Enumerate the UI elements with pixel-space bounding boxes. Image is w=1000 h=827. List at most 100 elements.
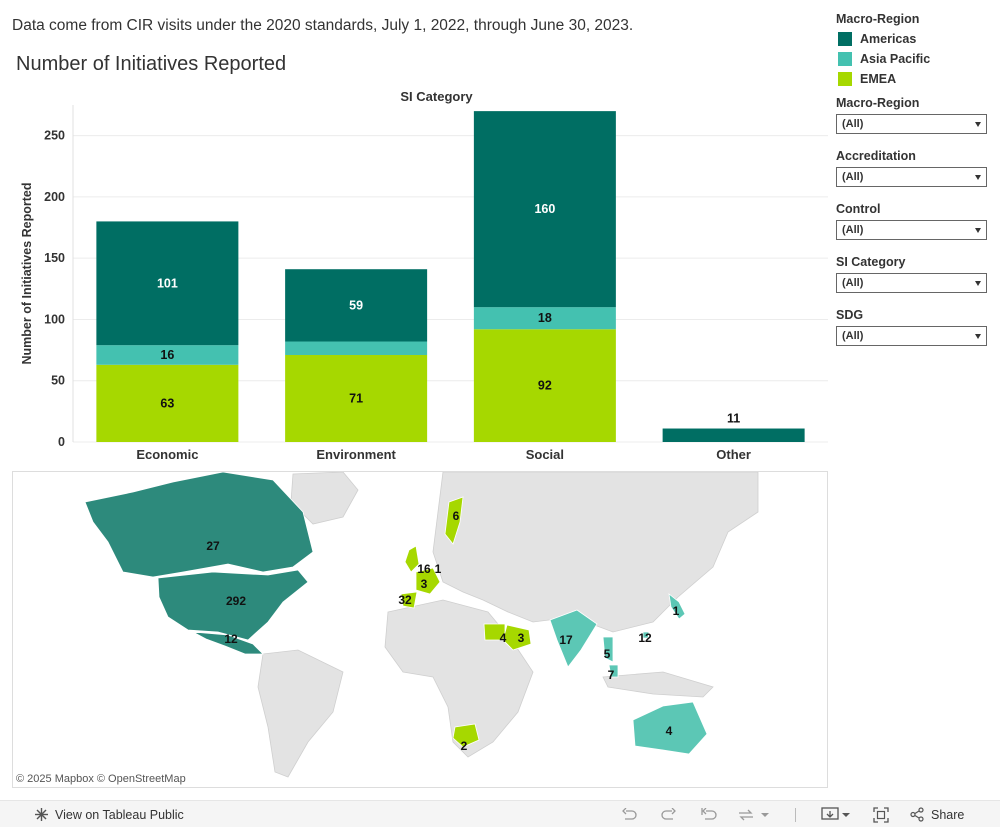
legend-swatch-emea (838, 72, 852, 86)
refresh-icon[interactable] (736, 801, 772, 827)
tableau-toolbar: View on Tableau Public Share (0, 800, 1000, 827)
view-on-tableau-public-label: View on Tableau Public (55, 807, 184, 822)
legend-swatch-asia-pacific (838, 52, 852, 66)
map-region-thailand (602, 636, 614, 663)
map-region-sweden (444, 496, 464, 545)
data-label: 11 (727, 412, 740, 426)
map-label-sweden: 6 (453, 509, 460, 523)
map-label-spain: 32 (398, 593, 412, 607)
map-label-south-africa: 2 (461, 739, 468, 753)
download-icon[interactable] (820, 801, 852, 827)
data-label: 16 (160, 348, 174, 362)
legend-item-asia-pacific[interactable]: Asia Pacific (836, 49, 996, 69)
view-on-tableau-public-link[interactable]: View on Tableau Public (34, 801, 184, 827)
world-map[interactable]: 27 292 12 6 16 1 3 32 4 3 17 12 1 5 7 4 … (12, 471, 828, 788)
x-tick-label: Economic (136, 447, 198, 462)
map-region-uk (404, 545, 420, 573)
y-tick-label: 200 (44, 190, 65, 204)
map-label-egypt: 4 (500, 631, 507, 645)
legend-label: EMEA (860, 72, 897, 86)
legend-label: Asia Pacific (860, 52, 931, 66)
filter-sdg: SDG (All) (836, 308, 987, 346)
x-tick-label: Environment (316, 447, 396, 462)
map-region-usa (157, 569, 309, 641)
filter-label: SI Category (836, 255, 906, 269)
map-region-australia (632, 701, 708, 755)
legend: Macro-Region Americas Asia Pacific EMEA (836, 12, 996, 89)
filter-dropdown-macro-region[interactable]: (All) (836, 114, 987, 134)
data-label: 71 (349, 391, 363, 405)
filter-dropdown-accreditation[interactable]: (All) (836, 167, 987, 187)
filter-dropdown-control[interactable]: (All) (836, 220, 987, 240)
filter-value: (All) (842, 330, 864, 342)
legend-item-emea[interactable]: EMEA (836, 69, 996, 89)
bar-segment-asia-pacific-economic (96, 345, 239, 365)
data-label: 59 (349, 298, 363, 312)
bar-segment-americas-other (662, 428, 805, 442)
map-region-canada (84, 472, 314, 578)
map-region-china (642, 631, 650, 639)
bar-segment-asia-pacific-environment (285, 341, 428, 355)
filter-accreditation: Accreditation (All) (836, 149, 987, 187)
tableau-logo-icon (34, 807, 49, 822)
map-region-japan (668, 593, 686, 620)
filter-macro-region: Macro-Region (All) (836, 96, 987, 134)
legend-title: Macro-Region (836, 12, 920, 26)
chevron-down-icon (975, 280, 981, 286)
bar-segment-americas-environment (285, 269, 428, 342)
share-button[interactable]: Share (910, 801, 964, 827)
filter-dropdown-sdg[interactable]: (All) (836, 326, 987, 346)
map-label-india: 17 (559, 633, 573, 647)
bar-segment-asia-pacific-social (473, 307, 616, 330)
filter-value: (All) (842, 118, 864, 130)
bar-segment-americas-economic (96, 221, 239, 346)
map-region-spain (400, 591, 418, 609)
filter-value: (All) (842, 277, 864, 289)
legend-item-americas[interactable]: Americas (836, 29, 996, 49)
filter-label: Macro-Region (836, 96, 920, 110)
filter-label: Accreditation (836, 149, 916, 163)
data-label: 160 (534, 202, 555, 216)
map-land-indonesia (602, 671, 714, 698)
redo-icon[interactable] (660, 801, 678, 827)
map-canvas[interactable]: 27 292 12 6 16 1 3 32 4 3 17 12 1 5 7 4 … (13, 472, 828, 788)
map-region-saudi (502, 624, 532, 651)
stacked-bar-chart: SI Category 0 50 100 150 200 250 Number of Init… (20, 89, 828, 462)
map-label-saudi: 3 (518, 631, 525, 645)
fullscreen-icon[interactable] (872, 801, 890, 827)
toolbar-divider (795, 808, 796, 822)
bar-segment-emea-environment (285, 354, 428, 442)
map-label-thailand: 5 (604, 647, 611, 661)
chevron-down-icon (975, 174, 981, 180)
bar-segment-emea-economic (96, 364, 239, 442)
data-label: 101 (157, 276, 178, 290)
y-tick-label: 100 (44, 312, 65, 326)
filter-dropdown-si-category[interactable]: (All) (836, 273, 987, 293)
chart-title: Number of Initiatives Reported (16, 53, 287, 75)
map-region-mexico (192, 631, 264, 655)
undo-icon[interactable] (620, 801, 638, 827)
bar-segment-emea-social (473, 329, 616, 442)
data-label: 92 (538, 379, 552, 393)
y-tick-label: 150 (44, 251, 65, 265)
filter-label: Control (836, 202, 881, 216)
x-tick-label: Social (526, 447, 564, 462)
map-region-malaysia (608, 664, 619, 678)
y-axis-title: Number of Initiatives Reported (20, 183, 34, 365)
data-label: 63 (160, 396, 174, 410)
map-label-mexico: 12 (224, 632, 238, 646)
chevron-down-icon (975, 227, 981, 233)
map-region-south-africa (452, 723, 480, 748)
bar-segment-americas-social (473, 111, 616, 308)
revert-icon[interactable] (700, 801, 718, 827)
x-tick-label: Other (716, 447, 751, 462)
map-label-uk: 16 (417, 562, 431, 576)
map-region-france (415, 567, 441, 595)
map-label-netherlands: 1 (435, 562, 442, 576)
filter-si-category: SI Category (All) (836, 255, 987, 293)
map-label-japan: 1 (673, 604, 680, 618)
share-icon (910, 807, 925, 822)
y-tick-label: 50 (51, 374, 65, 388)
legend-swatch-americas (838, 32, 852, 46)
y-tick-label: 0 (58, 435, 65, 449)
